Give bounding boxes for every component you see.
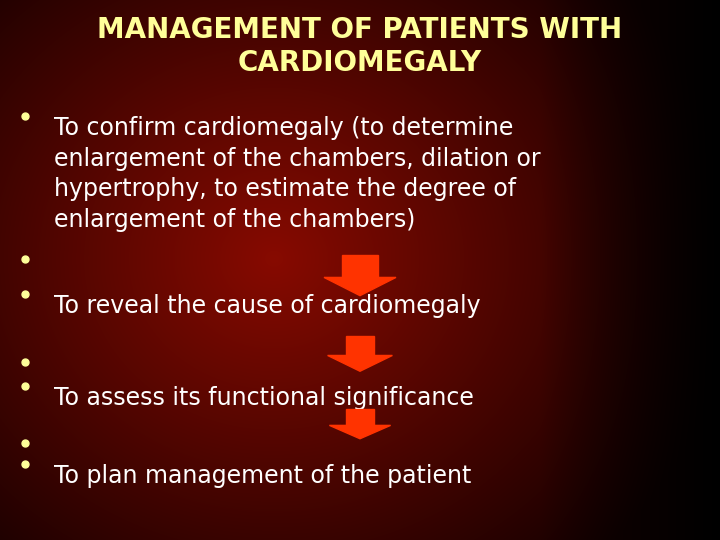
Polygon shape (328, 355, 392, 372)
Bar (346, 336, 374, 355)
Text: To plan management of the patient: To plan management of the patient (54, 464, 472, 488)
Bar (346, 409, 374, 426)
Polygon shape (324, 278, 396, 296)
Text: MANAGEMENT OF PATIENTS WITH
CARDIOMEGALY: MANAGEMENT OF PATIENTS WITH CARDIOMEGALY (97, 16, 623, 77)
Text: To assess its functional significance: To assess its functional significance (54, 386, 474, 410)
Text: To reveal the cause of cardiomegaly: To reveal the cause of cardiomegaly (54, 294, 481, 318)
Polygon shape (330, 426, 390, 438)
Text: To confirm cardiomegaly (to determine
enlargement of the chambers, dilation or
h: To confirm cardiomegaly (to determine en… (54, 116, 541, 232)
Bar (342, 255, 378, 278)
